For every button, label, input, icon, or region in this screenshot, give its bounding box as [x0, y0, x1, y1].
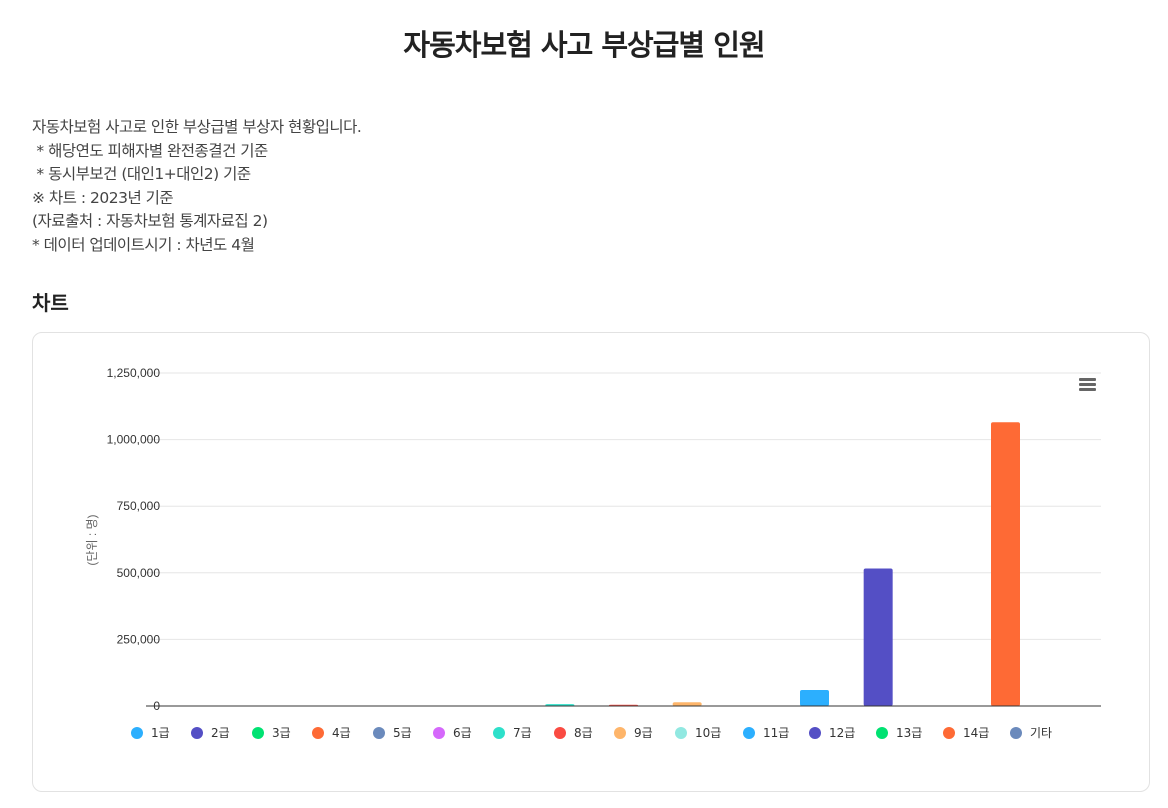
legend-item[interactable]: 기타 [1010, 726, 1052, 740]
legend-marker [191, 727, 203, 739]
legend-marker [743, 727, 755, 739]
description-line: * 데이터 업데이트시기 : 차년도 4월 [32, 235, 255, 254]
legend-label: 14급 [963, 726, 989, 740]
legend-label: 5급 [393, 726, 412, 740]
legend-marker [312, 727, 324, 739]
bars [163, 422, 1084, 706]
legend-label: 6급 [453, 726, 472, 740]
legend-marker [1010, 727, 1022, 739]
menu-icon-bar [1079, 378, 1096, 381]
legend-item[interactable]: 10급 [675, 726, 721, 740]
legend-item[interactable]: 8급 [554, 726, 593, 740]
description-line: 자동차보험 사고로 인한 부상급별 부상자 현황입니다. [32, 118, 362, 136]
legend-marker [943, 727, 955, 739]
description-line: (자료출처 : 자동차보험 통계자료집 2) [32, 212, 268, 230]
legend-marker [876, 727, 888, 739]
y-tick-label: 250,000 [117, 632, 161, 646]
legend-item[interactable]: 7급 [493, 726, 532, 740]
menu-icon-bar [1079, 383, 1096, 386]
chart-menu-button[interactable] [1078, 378, 1098, 396]
legend-label: 13급 [896, 726, 922, 740]
legend-label: 3급 [272, 726, 291, 740]
y-tick-label: 500,000 [117, 566, 161, 580]
legend-item[interactable]: 12급 [809, 726, 855, 740]
menu-icon-bar [1079, 388, 1096, 391]
legend-item[interactable]: 5급 [373, 726, 412, 740]
legend-label: 11급 [763, 726, 789, 740]
legend-item[interactable]: 14급 [943, 726, 989, 740]
legend-item[interactable]: 3급 [252, 726, 291, 740]
legend-item[interactable]: 9급 [614, 726, 653, 740]
legend-marker [554, 727, 566, 739]
section-title: 차트 [32, 291, 69, 315]
legend-marker [614, 727, 626, 739]
legend-label: 7급 [513, 726, 532, 740]
y-tick-label: 1,000,000 [107, 433, 161, 447]
description-line: ※ 차트 : 2023년 기준 [32, 188, 174, 207]
bar[interactable] [800, 690, 829, 706]
grid-lines [146, 372, 1101, 640]
legend-item[interactable]: 1급 [131, 726, 170, 740]
legend-item[interactable]: 6급 [433, 726, 472, 740]
legend-label: 10급 [695, 726, 721, 740]
legend-marker [493, 727, 505, 739]
bar[interactable] [991, 422, 1020, 706]
description-line: * 동시부보건 (대인1+대인2) 기준 [32, 165, 251, 183]
legend-item[interactable]: 2급 [191, 726, 230, 740]
legend-marker [433, 727, 445, 739]
chart-container [32, 332, 1150, 792]
legend-label: 기타 [1030, 726, 1052, 740]
legend-marker [252, 727, 264, 739]
legend-item[interactable]: 11급 [743, 726, 789, 740]
y-tick-label: 750,000 [117, 499, 161, 513]
legend-item[interactable]: 13급 [876, 726, 922, 740]
legend-marker [675, 727, 687, 739]
bar[interactable] [863, 568, 893, 706]
y-tick-label: 1,250,000 [107, 366, 161, 380]
description-line: * 해당연도 피해자별 완전종결건 기준 [32, 141, 268, 160]
legend-label: 2급 [211, 726, 230, 740]
legend-item[interactable]: 4급 [312, 726, 351, 740]
legend-label: 8급 [574, 726, 593, 740]
legend-label: 4급 [332, 726, 351, 740]
chart-description: 자동차보험 사고로 인한 부상급별 부상자 현황입니다. * 해당연도 피해자별… [32, 116, 932, 257]
page-title: 자동차보험 사고 부상급별 인원 [403, 28, 765, 62]
legend-marker [809, 727, 821, 739]
legend: 1급 2급 3급 4급 5급 6급 7급 8급 9급 10급 11급 12급 13급 14급 기타 [131, 726, 1052, 740]
legend-label: 9급 [634, 726, 653, 740]
legend-label: 12급 [829, 726, 855, 740]
y-axis-title: (단위 : 명) [85, 514, 99, 565]
legend-marker [131, 727, 143, 739]
legend-marker [373, 727, 385, 739]
legend-label: 1급 [151, 726, 170, 740]
bar[interactable] [672, 702, 702, 706]
